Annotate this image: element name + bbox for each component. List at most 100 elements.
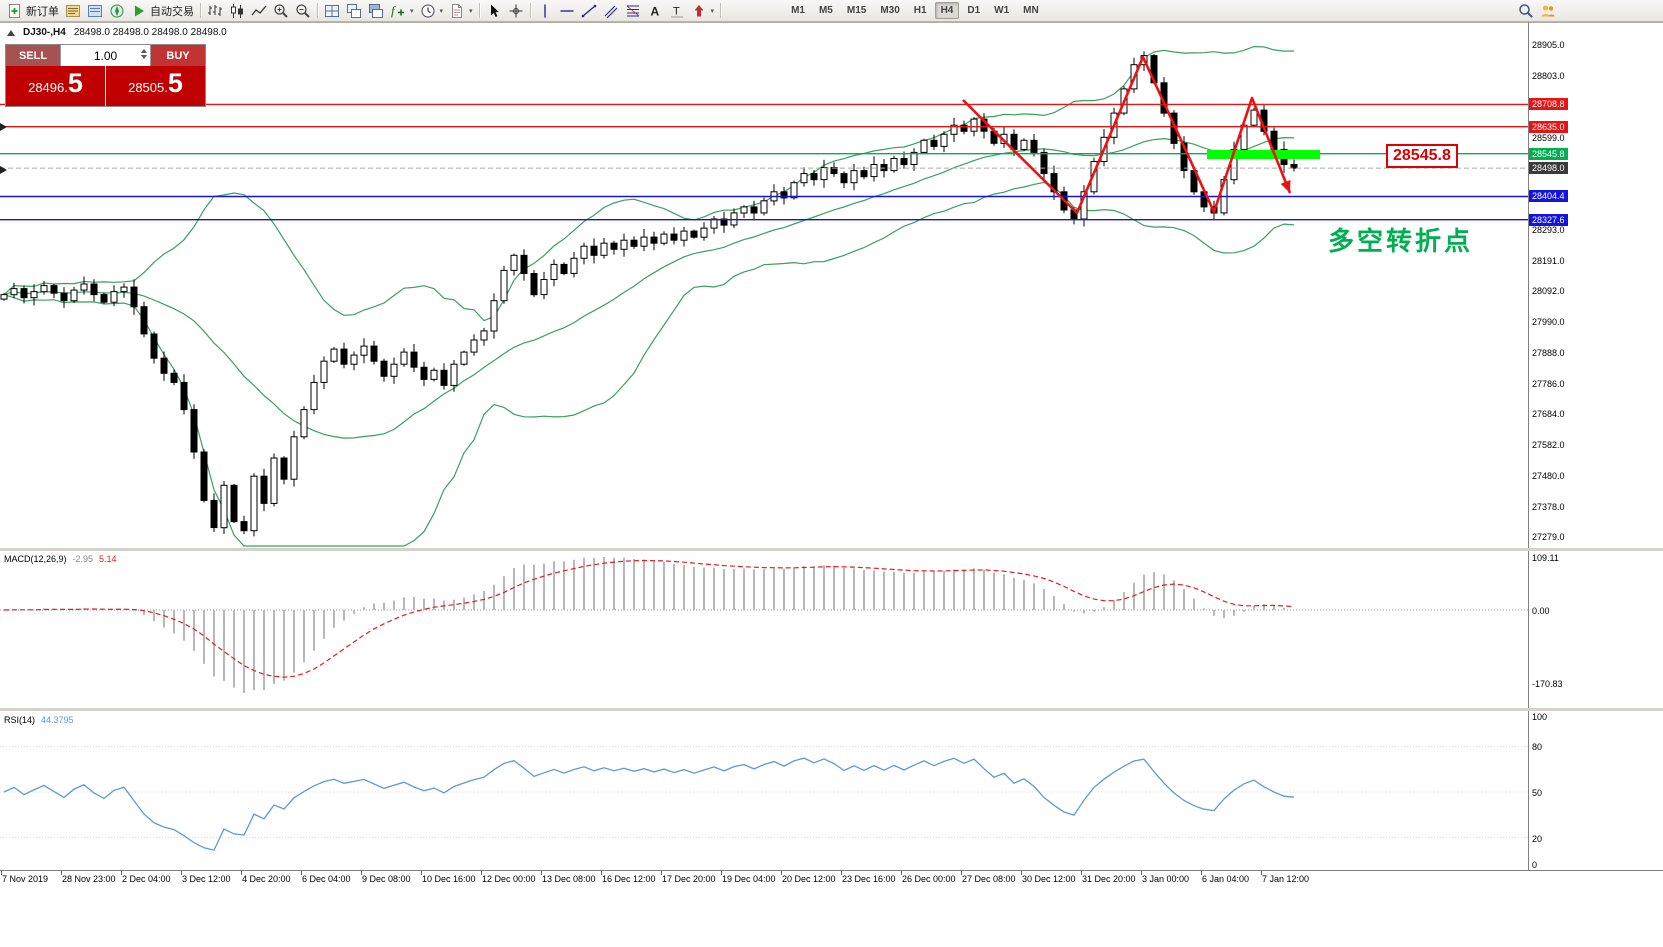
cascade-windows-button[interactable] bbox=[365, 1, 387, 21]
time-axis-label: 7 Jan 12:00 bbox=[1262, 874, 1310, 884]
trade-panel-price-row: 28496. 5 28505. 5 bbox=[6, 66, 205, 106]
crosshair-button[interactable] bbox=[505, 1, 527, 21]
trade-panel-top-row: SELL 1.00 BUY bbox=[6, 45, 205, 66]
cursor-button[interactable] bbox=[483, 1, 505, 21]
periods-dropdown-icon[interactable]: ▾ bbox=[439, 7, 444, 15]
timeframe-m1-button[interactable]: M1 bbox=[791, 5, 805, 16]
volume-stepper[interactable]: 1.00 bbox=[60, 45, 151, 66]
highlight-zone[interactable] bbox=[1207, 150, 1320, 159]
arrow-tools-button[interactable]: ▾ bbox=[688, 1, 718, 21]
price-scale[interactable]: 28905.0 28803.0 28599.0 28293.0 28191.0 28092… bbox=[1529, 0, 1663, 947]
symbol-period-label: DJ30-,H4 bbox=[23, 27, 66, 38]
buy-button[interactable]: BUY bbox=[151, 45, 205, 66]
price-axis-label: 27786.0 bbox=[1532, 379, 1565, 389]
sell-price-button[interactable]: 28496. 5 bbox=[6, 66, 105, 106]
data-window-button[interactable] bbox=[84, 1, 106, 21]
price-level-tag: 28545.8 bbox=[1529, 148, 1568, 160]
panel-borders bbox=[0, 22, 1663, 871]
sell-price-main: 28496. bbox=[28, 80, 68, 95]
time-scale[interactable]: 7 Nov 2019 28 Nov 23:00 2 Dec 04:00 3 Dec 1… bbox=[0, 871, 1663, 889]
price-axis-label: 27582.0 bbox=[1532, 440, 1565, 450]
price-axis-label: 28599.0 bbox=[1532, 133, 1565, 143]
templates-dropdown-icon[interactable]: ▾ bbox=[469, 7, 473, 15]
bar-chart-button[interactable] bbox=[204, 1, 226, 21]
arrow-tools-icon bbox=[691, 3, 707, 19]
timeframe-h1-button[interactable]: H1 bbox=[913, 5, 927, 16]
timeframe-mn-button[interactable]: MN bbox=[1023, 5, 1039, 16]
auto-arrange-button[interactable] bbox=[343, 1, 365, 21]
price-axis-label: 28293.0 bbox=[1532, 225, 1565, 235]
templates-button[interactable]: ▾ bbox=[446, 1, 476, 21]
time-axis-label: 20 Dec 12:00 bbox=[782, 874, 836, 884]
timeframe-m15-button[interactable]: M15 bbox=[846, 5, 867, 16]
time-axis-label: 6 Jan 04:00 bbox=[1202, 874, 1250, 884]
bollinger-bands-layer bbox=[3, 45, 1295, 547]
volume-down-icon[interactable] bbox=[141, 55, 147, 59]
search-button[interactable] bbox=[1515, 1, 1537, 21]
rsi-scale-label: 100 bbox=[1532, 712, 1548, 722]
zoom-out-button[interactable] bbox=[292, 1, 314, 21]
market-watch-button[interactable] bbox=[62, 1, 84, 21]
channel-button[interactable] bbox=[600, 1, 622, 21]
ohlc-values: 28498.0 28498.0 28498.0 28498.0 bbox=[73, 27, 227, 38]
macd-value: -2.95 bbox=[72, 554, 94, 564]
price-axis-label: 27480.0 bbox=[1532, 471, 1565, 481]
new-order-label: 新订单 bbox=[26, 5, 59, 18]
text-label-icon: T bbox=[669, 3, 685, 19]
timeframe-m5-button[interactable]: M5 bbox=[818, 5, 833, 16]
cascade-windows-icon bbox=[368, 3, 384, 19]
zigzag-drawing[interactable] bbox=[962, 55, 1292, 215]
indicators-dropdown-icon[interactable]: ▾ bbox=[410, 7, 414, 15]
indicators-button[interactable]: f ▾ bbox=[387, 1, 417, 21]
time-axis-label: 9 Dec 08:00 bbox=[362, 874, 411, 884]
tile-windows-button[interactable] bbox=[321, 1, 343, 21]
horizontal-line-button[interactable] bbox=[556, 1, 578, 21]
text-label-button[interactable]: T bbox=[666, 1, 688, 21]
text-button[interactable]: A bbox=[644, 1, 666, 21]
macd-scale-label: 0.00 bbox=[1532, 606, 1550, 616]
sell-button[interactable]: SELL bbox=[6, 45, 60, 66]
price-callout-box[interactable]: 28545.8 bbox=[1386, 144, 1458, 168]
fibonacci-button[interactable] bbox=[622, 1, 644, 21]
price-axis-label: 28092.0 bbox=[1532, 286, 1565, 296]
data-window-icon bbox=[87, 3, 103, 19]
candle-chart-button[interactable] bbox=[226, 1, 248, 21]
time-axis-label: 6 Dec 04:00 bbox=[302, 874, 351, 884]
market-watch-icon bbox=[65, 3, 81, 19]
buy-price-button[interactable]: 28505. 5 bbox=[105, 66, 205, 106]
time-ticks bbox=[1, 871, 1262, 875]
auto-trading-button[interactable]: 自动交易 bbox=[128, 1, 197, 21]
macd-scale-label: -170.83 bbox=[1532, 679, 1563, 689]
new-order-button[interactable]: 新订单 bbox=[4, 1, 62, 21]
timeframe-h4-button[interactable]: H4 bbox=[934, 2, 960, 19]
volume-up-icon[interactable] bbox=[141, 49, 147, 53]
timeframe-m30-button[interactable]: M30 bbox=[880, 5, 900, 16]
timeframe-w1-button[interactable]: W1 bbox=[994, 5, 1010, 16]
zoom-in-button[interactable] bbox=[270, 1, 292, 21]
time-axis-label: 4 Dec 20:00 bbox=[242, 874, 291, 884]
time-axis-label: 30 Dec 12:00 bbox=[1022, 874, 1076, 884]
chart-annotation-text[interactable]: 多空转折点 bbox=[1328, 226, 1474, 256]
one-click-collapse-icon[interactable] bbox=[7, 29, 15, 36]
periods-button[interactable]: ▾ bbox=[417, 1, 447, 21]
zoom-out-icon bbox=[295, 3, 311, 19]
time-axis-label: 31 Dec 20:00 bbox=[1082, 874, 1136, 884]
auto-trading-label: 自动交易 bbox=[150, 5, 194, 18]
macd-name: MACD(12,26,9) bbox=[4, 554, 67, 564]
trendline-button[interactable] bbox=[578, 1, 600, 21]
macd-indicator-label: MACD(12,26,9) -2.95 5.14 bbox=[4, 554, 117, 564]
panel-splitter[interactable] bbox=[0, 708, 1663, 711]
line-chart-button[interactable] bbox=[248, 1, 270, 21]
time-axis-label: 16 Dec 12:00 bbox=[602, 874, 656, 884]
templates-icon bbox=[449, 3, 465, 19]
vertical-line-button[interactable] bbox=[534, 1, 556, 21]
time-axis-label: 12 Dec 00:00 bbox=[482, 874, 536, 884]
community-button[interactable] bbox=[1537, 1, 1559, 21]
macd-signal-value: 5.14 bbox=[99, 554, 117, 564]
navigator-button[interactable] bbox=[106, 1, 128, 21]
volume-spin-icons[interactable] bbox=[141, 49, 147, 59]
panel-splitter[interactable] bbox=[0, 548, 1663, 551]
arrow-tools-dropdown-icon[interactable]: ▾ bbox=[710, 7, 715, 15]
timeframe-d1-button[interactable]: D1 bbox=[967, 5, 981, 16]
